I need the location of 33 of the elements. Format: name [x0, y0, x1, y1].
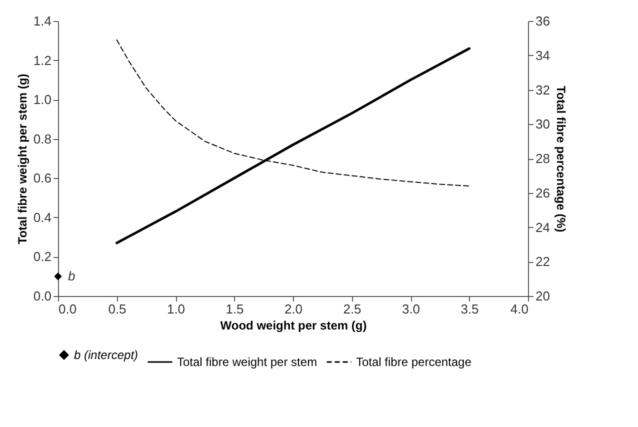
y2-tick-label: 26 [536, 185, 550, 200]
y2-tick-label: 30 [536, 116, 550, 132]
y2-tick-label: 22 [536, 254, 550, 270]
x-tick-label: 4.0 [510, 302, 528, 316]
x-tick-label: 3.5 [460, 302, 479, 316]
y-tick-label: 1.2 [33, 52, 52, 68]
legend-label: Total fibre percentage [356, 355, 472, 369]
y2-tick-label: 20 [536, 288, 550, 304]
y-tick-label: 1.0 [33, 92, 52, 108]
y2-axis-title: Total fibre percentage (%) [554, 86, 568, 232]
y-tick-label: 0.8 [33, 131, 52, 146]
y2-tick-label: 36 [536, 14, 550, 28]
x-tick-label: 3.0 [402, 302, 420, 316]
y-tick-label: 0.2 [33, 249, 52, 264]
y-tick-label: 0.6 [33, 170, 52, 186]
y2-tick-label: 28 [536, 151, 550, 166]
x-tick-label: 2.5 [343, 302, 362, 316]
legend-label: Total fibre weight per stem [177, 355, 318, 369]
x-tick-label: 2.0 [284, 302, 303, 316]
legend-label: b (intercept) [74, 348, 138, 362]
x-tick-label: 0.5 [108, 302, 126, 316]
y-tick-label: 0.4 [33, 210, 52, 225]
annotation: b [68, 268, 76, 284]
y2-tick-label: 34 [536, 48, 550, 63]
y2-tick-label: 32 [536, 82, 550, 98]
x-tick-label: 0.0 [58, 302, 77, 316]
x-tick-label: 1.0 [166, 302, 186, 316]
y-axis-title: Total fibre weight per stem (g) [15, 74, 30, 244]
y2-tick-label: 24 [536, 220, 550, 235]
x-tick-label: 1.5 [226, 302, 244, 316]
y-tick-label: 0.0 [33, 288, 52, 304]
y-tick-label: 1.4 [33, 14, 52, 28]
x-axis-title: Wood weight per stem (g) [220, 318, 367, 332]
